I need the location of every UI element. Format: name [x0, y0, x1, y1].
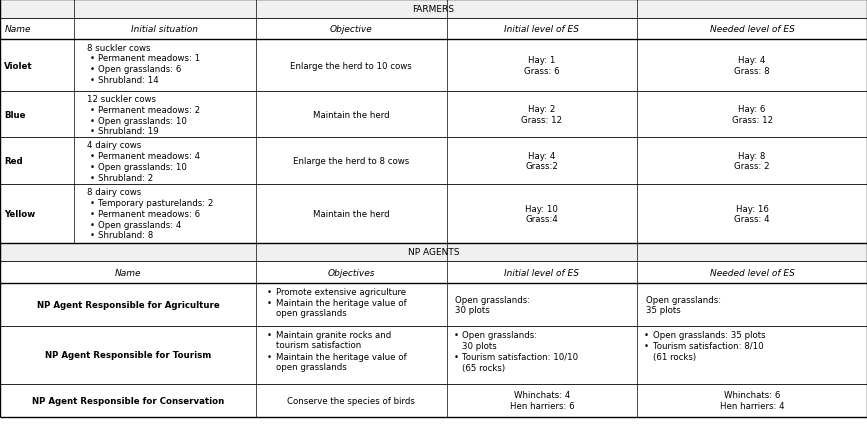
Text: NP Agent Responsible for Tourism: NP Agent Responsible for Tourism: [45, 350, 211, 359]
Text: •: •: [89, 76, 95, 85]
Text: •: •: [89, 209, 95, 218]
Text: Initial level of ES: Initial level of ES: [505, 268, 579, 277]
Text: •: •: [89, 163, 95, 172]
Text: Open grasslands: 35 plots: Open grasslands: 35 plots: [653, 330, 766, 339]
Text: NP Agent Responsible for Conservation: NP Agent Responsible for Conservation: [32, 396, 224, 404]
Text: •: •: [267, 330, 272, 339]
Text: Hay: 2
Grass: 12: Hay: 2 Grass: 12: [521, 105, 563, 125]
Text: Hay: 8
Grass: 2: Hay: 8 Grass: 2: [734, 151, 770, 171]
Text: Maintain granite rocks and: Maintain granite rocks and: [276, 330, 391, 339]
Text: Initial situation: Initial situation: [131, 25, 199, 34]
Text: •: •: [89, 231, 95, 240]
Text: Whinchats: 4
Hen harriers: 6: Whinchats: 4 Hen harriers: 6: [510, 391, 574, 410]
Text: Maintain the herd: Maintain the herd: [313, 209, 389, 218]
Text: •: •: [89, 105, 95, 115]
Text: Maintain the heritage value of: Maintain the heritage value of: [276, 352, 407, 361]
Text: Red: Red: [4, 157, 23, 166]
Text: 8 dairy cows: 8 dairy cows: [87, 187, 141, 197]
Text: •: •: [89, 65, 95, 74]
Text: Blue: Blue: [4, 110, 26, 119]
Text: Name: Name: [4, 25, 31, 34]
Text: •: •: [89, 116, 95, 125]
Text: tourism satisfaction: tourism satisfaction: [276, 340, 361, 349]
Text: Hay: 16
Grass: 4: Hay: 16 Grass: 4: [734, 204, 770, 224]
Text: Name: Name: [114, 268, 141, 277]
Text: Hay: 1
Grass: 6: Hay: 1 Grass: 6: [524, 56, 560, 76]
Text: Shrubland: 14: Shrubland: 14: [98, 76, 159, 85]
Text: Conserve the species of birds: Conserve the species of birds: [287, 396, 415, 404]
Text: Permanent meadows: 1: Permanent meadows: 1: [98, 54, 200, 63]
Text: Hay: 4
Grass: 8: Hay: 4 Grass: 8: [734, 56, 770, 76]
Text: Permanent meadows: 4: Permanent meadows: 4: [98, 152, 200, 161]
Text: Objective: Objective: [329, 25, 373, 34]
Text: Hay: 10
Grass:4: Hay: 10 Grass:4: [525, 204, 558, 224]
Text: NP Agent Responsible for Agriculture: NP Agent Responsible for Agriculture: [36, 300, 219, 309]
Text: •: •: [644, 330, 649, 339]
Text: •: •: [89, 54, 95, 63]
Text: Open grasslands: 6: Open grasslands: 6: [98, 65, 181, 74]
Text: Hay: 6
Grass: 12: Hay: 6 Grass: 12: [732, 105, 772, 125]
Text: Hay: 4
Grass:2: Hay: 4 Grass:2: [525, 151, 558, 171]
Text: Shrubland: 8: Shrubland: 8: [98, 231, 153, 240]
Text: Objectives: Objectives: [328, 268, 375, 277]
Text: 8 suckler cows: 8 suckler cows: [87, 43, 150, 53]
Text: Tourism satisfaction: 10/10: Tourism satisfaction: 10/10: [462, 352, 578, 361]
Text: Open grasslands:
30 plots: Open grasslands: 30 plots: [455, 295, 531, 314]
Text: (65 rocks): (65 rocks): [462, 363, 505, 372]
Text: Permanent meadows: 6: Permanent meadows: 6: [98, 209, 200, 218]
Text: Needed level of ES: Needed level of ES: [710, 268, 794, 277]
Text: Open grasslands: 10: Open grasslands: 10: [98, 163, 187, 172]
Text: Whinchats: 6
Hen harriers: 4: Whinchats: 6 Hen harriers: 4: [720, 391, 785, 410]
Text: •: •: [89, 127, 95, 136]
Text: •: •: [89, 220, 95, 229]
Text: •: •: [267, 288, 272, 297]
Text: Temporary pasturelands: 2: Temporary pasturelands: 2: [98, 198, 213, 207]
Text: open grasslands: open grasslands: [276, 309, 347, 317]
Text: •: •: [89, 198, 95, 207]
Text: •: •: [267, 299, 272, 308]
Text: open grasslands: open grasslands: [276, 362, 347, 371]
Text: Permanent meadows: 2: Permanent meadows: 2: [98, 105, 200, 115]
Text: NP AGENTS: NP AGENTS: [407, 248, 460, 257]
Text: •: •: [89, 152, 95, 161]
Text: •: •: [644, 341, 649, 350]
Text: Needed level of ES: Needed level of ES: [710, 25, 794, 34]
Text: 4 dairy cows: 4 dairy cows: [87, 141, 141, 150]
Text: Open grasslands: 4: Open grasslands: 4: [98, 220, 181, 229]
Text: 12 suckler cows: 12 suckler cows: [87, 95, 156, 104]
Text: (61 rocks): (61 rocks): [653, 352, 696, 361]
Text: Open grasslands: 10: Open grasslands: 10: [98, 116, 187, 125]
Text: Enlarge the herd to 10 cows: Enlarge the herd to 10 cows: [290, 62, 412, 70]
Text: Shrubland: 19: Shrubland: 19: [98, 127, 159, 136]
Text: Maintain the herd: Maintain the herd: [313, 110, 389, 119]
Text: Violet: Violet: [4, 62, 33, 70]
Text: FARMERS: FARMERS: [413, 5, 454, 14]
Text: Promote extensive agriculture: Promote extensive agriculture: [276, 288, 406, 297]
Text: •: •: [89, 174, 95, 183]
Text: •: •: [453, 330, 459, 339]
Text: Open grasslands:: Open grasslands:: [462, 330, 538, 339]
Text: 30 plots: 30 plots: [462, 341, 497, 350]
Text: Initial level of ES: Initial level of ES: [505, 25, 579, 34]
Bar: [0, 243, 867, 262]
Text: Tourism satisfaction: 8/10: Tourism satisfaction: 8/10: [653, 341, 764, 350]
Bar: [0, 0, 867, 19]
Text: Yellow: Yellow: [4, 209, 36, 218]
Text: Open grasslands:
35 plots: Open grasslands: 35 plots: [646, 295, 721, 314]
Text: •: •: [453, 352, 459, 361]
Text: Maintain the heritage value of: Maintain the heritage value of: [276, 299, 407, 308]
Text: Shrubland: 2: Shrubland: 2: [98, 174, 153, 183]
Text: •: •: [267, 352, 272, 361]
Text: Enlarge the herd to 8 cows: Enlarge the herd to 8 cows: [293, 157, 409, 166]
